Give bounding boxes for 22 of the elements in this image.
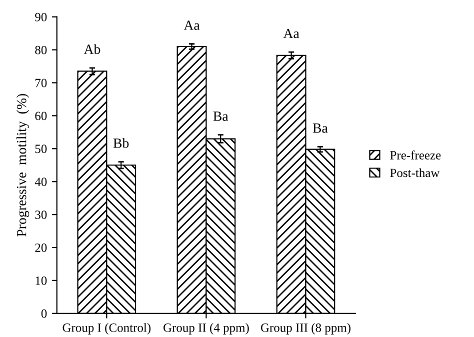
y-tick-label: 0 (41, 309, 47, 318)
y-tick-label: 80 (35, 46, 47, 54)
y-tick-label: 30 (35, 210, 47, 220)
data-label: Aa (184, 20, 200, 30)
legend-label: Pre-freeze (390, 150, 441, 160)
data-label: Ab (84, 44, 100, 54)
legend-label: Post-thaw (390, 168, 440, 178)
y-tick-label: 90 (35, 12, 47, 22)
x-tick-label: Group I (Control) (62, 323, 151, 334)
y-tick-label: 60 (35, 112, 47, 120)
y-tick-label: 70 (35, 78, 47, 88)
data-label: Ba (312, 124, 328, 133)
y-tick-label: 10 (36, 276, 47, 285)
y-tick-label: 40 (34, 178, 47, 186)
x-tick-label: Group II (4 ppm) (163, 323, 249, 334)
y-axis-title: Progressive motility (%) (16, 94, 30, 236)
data-label: Aa (283, 28, 300, 38)
x-tick-label: Group III (8 ppm) (260, 323, 350, 334)
data-label: Ba (213, 112, 228, 121)
y-tick-label: 20 (35, 244, 47, 252)
y-tick-label: 50 (35, 144, 47, 154)
data-label: Bb (113, 138, 129, 148)
